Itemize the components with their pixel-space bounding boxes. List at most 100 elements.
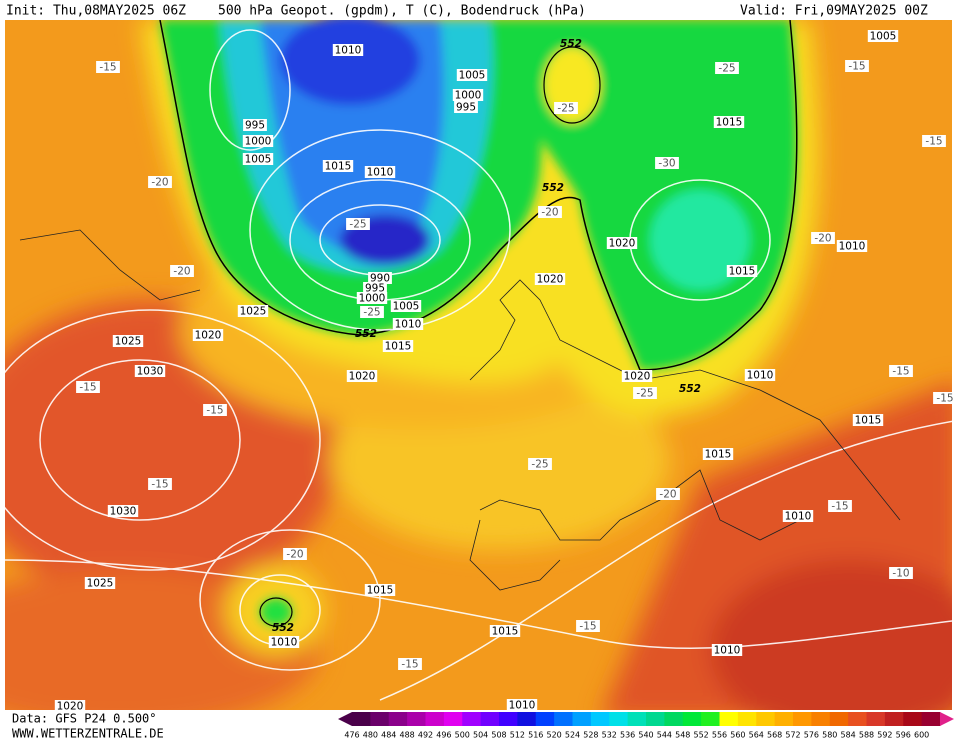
- scale-cell: [462, 712, 482, 726]
- scale-label: 596: [896, 731, 911, 740]
- isobar-label: 1010: [839, 241, 866, 253]
- isobar-label-box: [134, 365, 166, 377]
- scale-cell: [756, 712, 776, 726]
- scale-cell: [848, 712, 867, 726]
- temperature-label-box: [203, 404, 227, 416]
- isobar-label: 1015: [705, 449, 732, 461]
- isobar-label-box: [452, 89, 484, 101]
- isobar-label-box: [711, 644, 743, 656]
- isobar-label: 1010: [785, 511, 812, 523]
- temperature-label: -15: [579, 621, 596, 633]
- temperature-label: -15: [79, 382, 96, 394]
- scale-cell: [554, 712, 573, 726]
- isobar-label-box: [744, 369, 776, 381]
- temperature-label: -20: [151, 177, 168, 189]
- isobar-label: 990: [370, 273, 390, 285]
- isobar-label: 1010: [747, 370, 774, 382]
- isobar-label: 1015: [385, 341, 412, 353]
- isobar-label-box: [506, 699, 538, 711]
- isobar-label: 1015: [716, 117, 743, 129]
- scale-cell: [793, 712, 812, 726]
- isobar-label: 1005: [459, 70, 486, 82]
- temperature-label: -25: [363, 307, 380, 319]
- scale-label: 556: [712, 731, 727, 740]
- scale-cell: [425, 712, 445, 726]
- isobar-label-box: [364, 584, 396, 596]
- isobar-label-box: [242, 153, 274, 165]
- scale-cell: [352, 712, 371, 726]
- temperature-label: -20: [659, 489, 676, 501]
- scale-label: 504: [473, 731, 488, 740]
- temperature-label: -15: [99, 62, 116, 74]
- isobar-label-box: [702, 448, 734, 460]
- scale-label: 580: [822, 731, 837, 740]
- isobar-label-box: [534, 273, 566, 285]
- temperature-label-box: [933, 392, 957, 404]
- temperature-label-box: [398, 658, 422, 670]
- isobar-label: 995: [456, 102, 476, 114]
- scale-cell: [627, 712, 647, 726]
- scale-label: 588: [859, 731, 874, 740]
- scale-label: 520: [546, 731, 561, 740]
- geopotential-label: 552: [679, 383, 701, 395]
- scale-label: 500: [455, 731, 470, 740]
- scale-label: 476: [344, 731, 359, 740]
- website: WWW.WETTERZENTRALE.DE: [12, 727, 164, 741]
- isobar-label-box: [237, 305, 269, 317]
- isobar-label-box: [243, 119, 267, 131]
- scale-cell: [903, 712, 923, 726]
- isobar-label-box: [606, 237, 638, 249]
- scale-cell: [609, 712, 629, 726]
- isobar-label: 1025: [115, 336, 142, 348]
- scale-cell: [774, 712, 794, 726]
- scale-cell: [590, 712, 610, 726]
- isobar-label: 1030: [110, 506, 137, 518]
- temperature-label: -15: [401, 659, 418, 671]
- scale-label: 524: [565, 731, 580, 740]
- temperature-label-box: [715, 62, 739, 74]
- isobar-label-box: [782, 510, 814, 522]
- isobar-label: 1015: [729, 266, 756, 278]
- scale-arrow-left: [338, 712, 352, 726]
- isobar-label-box: [364, 166, 396, 178]
- isobar-label-box: [332, 44, 364, 56]
- isobar-label-box: [346, 370, 378, 382]
- isobar-label: 1015: [367, 585, 394, 597]
- geopotential-label: 552: [542, 182, 564, 194]
- temperature-label: -15: [848, 61, 865, 73]
- scale-cell: [370, 712, 390, 726]
- scale-label: 592: [877, 731, 892, 740]
- isobar-label-box: [867, 30, 899, 42]
- isobar-label-box: [84, 577, 116, 589]
- scale-label: 564: [749, 731, 764, 740]
- isobar-label: 1020: [537, 274, 564, 286]
- isobar-label: 1005: [393, 301, 420, 313]
- temperature-label-box: [360, 306, 384, 318]
- isobar-label: 1025: [87, 578, 114, 590]
- scale-cell: [866, 712, 886, 726]
- data-source: Data: GFS P24 0.500°: [12, 712, 157, 726]
- isobar-label: 1025: [240, 306, 267, 318]
- temperature-label: -20: [814, 233, 831, 245]
- scale-arrow-right: [940, 712, 954, 726]
- isobar-label: 1000: [455, 90, 482, 102]
- scale-cell: [646, 712, 665, 726]
- temperature-label-box: [828, 500, 852, 512]
- temperature-label: -15: [206, 405, 223, 417]
- map-title: 500 hPa Geopot. (gpdm), T (C), Bodendruc…: [218, 4, 586, 19]
- temperature-label-box: [576, 620, 600, 632]
- temperature-label: -25: [349, 219, 366, 231]
- scale-cell: [499, 712, 518, 726]
- scale-cell: [480, 712, 500, 726]
- scale-cell: [829, 712, 849, 726]
- temperature-label-box: [170, 265, 194, 277]
- temperature-label-box: [845, 60, 869, 72]
- temperature-label: -15: [936, 393, 953, 405]
- isobar-label-box: [112, 335, 144, 347]
- scale-cell: [664, 712, 684, 726]
- temperature-label-box: [528, 458, 552, 470]
- isobar-label: 1005: [870, 31, 897, 43]
- geopotential-label: 552: [355, 328, 377, 340]
- scale-label: 516: [528, 731, 543, 740]
